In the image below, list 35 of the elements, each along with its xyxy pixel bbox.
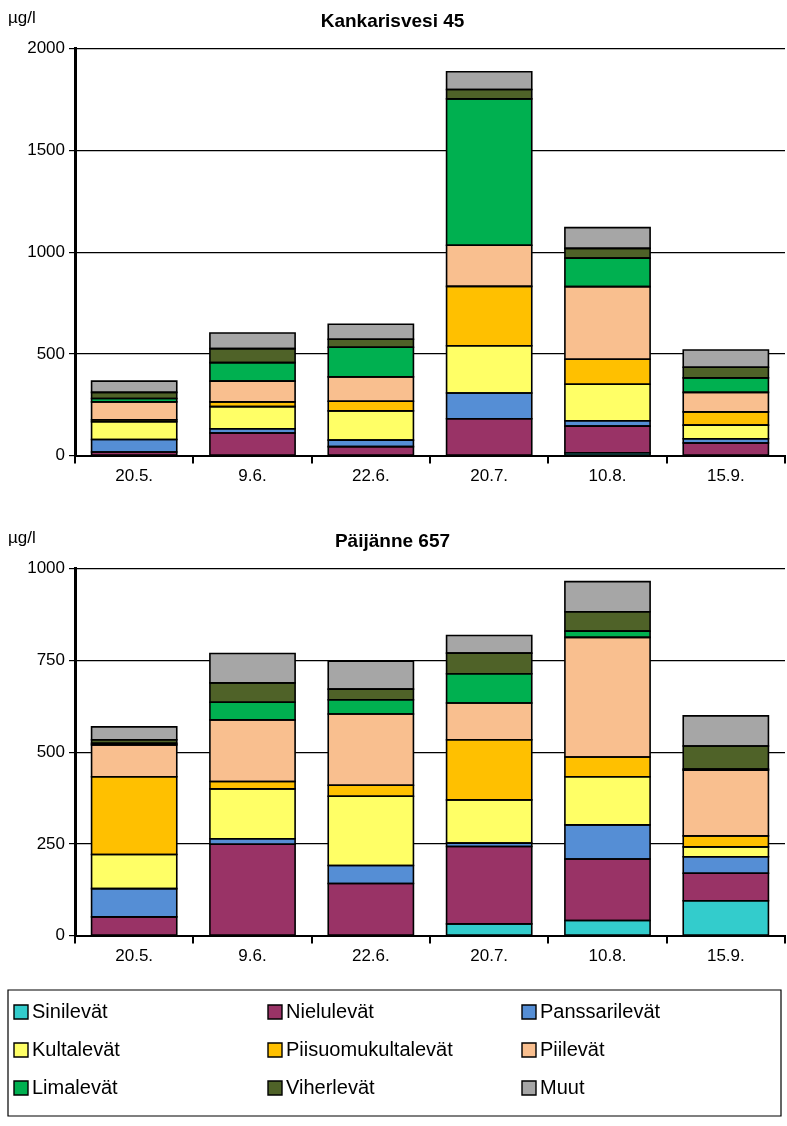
legend-label: Muut — [540, 1075, 585, 1098]
y-axis-title: µg/l — [8, 8, 36, 28]
chart-title: Päijänne 657 — [334, 529, 451, 551]
y-tick-label: 0 — [55, 925, 65, 945]
x-tick-label: 15.9. — [706, 466, 745, 486]
x-tick-label: 22.6. — [351, 946, 390, 966]
y-tick-label: 500 — [36, 741, 65, 761]
x-tick-label: 20.7. — [470, 466, 509, 486]
x-tick-label: 15.9. — [706, 946, 745, 966]
y-axis-title: µg/l — [8, 528, 36, 548]
y-tick-label: 1000 — [27, 241, 65, 261]
x-tick-label: 10.8. — [588, 946, 627, 966]
x-tick-label: 10.8. — [588, 466, 627, 486]
x-tick-label: 22.6. — [351, 466, 390, 486]
x-tick-label: 20.5. — [115, 466, 154, 486]
legend-label: Nielulevät — [286, 999, 375, 1022]
legend-label: Kultalevät — [32, 1037, 121, 1060]
legend-label: Piilevät — [540, 1037, 605, 1060]
y-tick-label: 2000 — [27, 38, 65, 58]
x-tick-label: 20.5. — [115, 946, 154, 966]
y-tick-label: 500 — [36, 343, 65, 363]
y-tick-label: 0 — [55, 445, 65, 465]
legend-label: Sinilevät — [32, 999, 109, 1022]
x-tick-label: 20.7. — [470, 946, 509, 966]
legend-label: Limalevät — [32, 1075, 119, 1098]
y-tick-label: 250 — [36, 833, 65, 853]
y-tick-label: 1500 — [27, 140, 65, 160]
y-tick-label: 1000 — [27, 558, 65, 578]
y-tick-label: 750 — [36, 650, 65, 670]
chart-title: Kankarisvesi 45 — [320, 9, 465, 31]
x-tick-label: 9.6. — [238, 946, 267, 966]
legend-label: Panssarilevät — [540, 999, 661, 1022]
legend-label: Viherlevät — [286, 1075, 376, 1098]
legend-label: Piisuomukultalevät — [286, 1037, 454, 1060]
x-tick-label: 9.6. — [238, 466, 267, 486]
